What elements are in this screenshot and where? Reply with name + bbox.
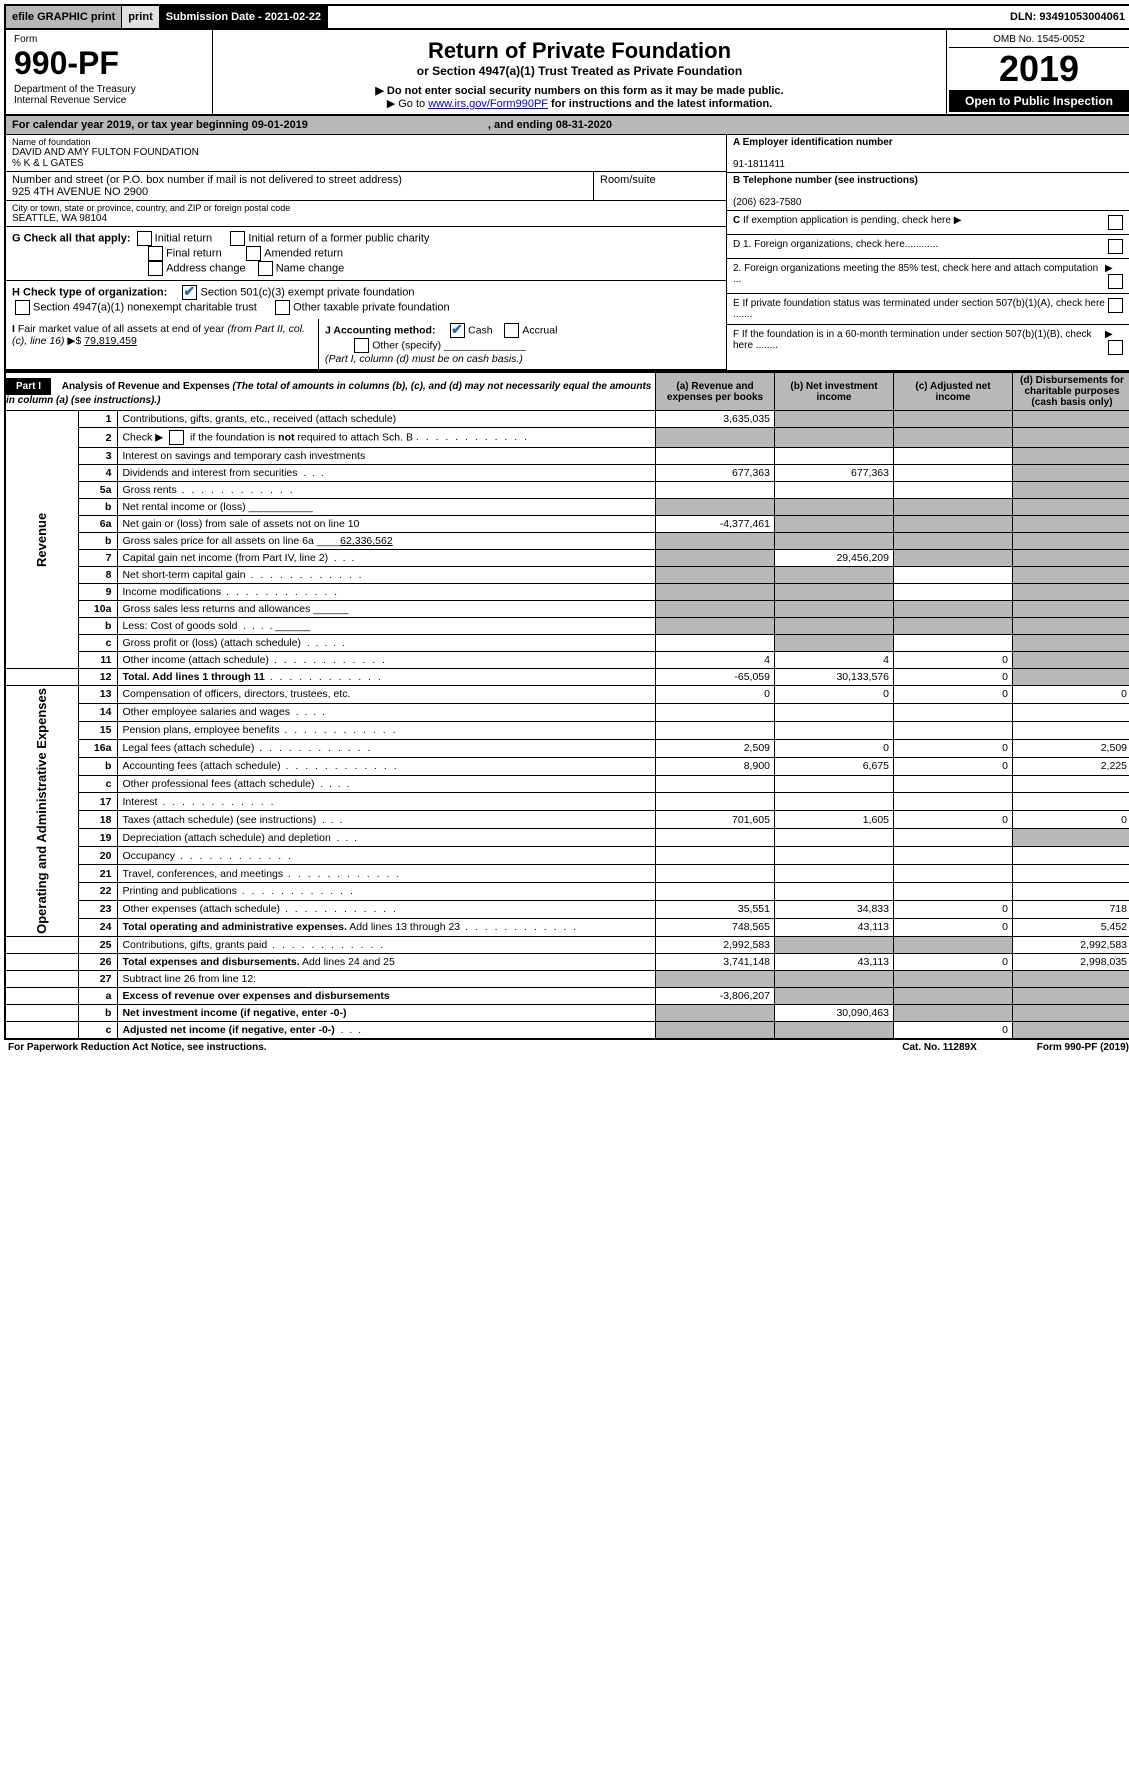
calendar-begin: For calendar year 2019, or tax year begi…: [12, 119, 308, 131]
address-change-checkbox[interactable]: [148, 261, 163, 276]
form-label: Form: [14, 34, 204, 45]
city: SEATTLE, WA 98104: [12, 213, 720, 224]
tax-year: 2019: [949, 48, 1129, 90]
b-label: B Telephone number (see instructions): [733, 175, 918, 186]
efile-label: efile GRAPHIC print: [6, 6, 122, 28]
part1-table: Part I Analysis of Revenue and Expenses …: [4, 372, 1129, 1040]
initial-return-checkbox[interactable]: [137, 231, 152, 246]
i-label: Fair market value of all assets at end o…: [12, 323, 305, 347]
e-label: E If private foundation status was termi…: [733, 298, 1105, 320]
submission-date: Submission Date - 2021-02-22: [160, 6, 328, 28]
top-bar: efile GRAPHIC print print Submission Dat…: [4, 4, 1129, 30]
cash-checkbox[interactable]: [450, 323, 465, 338]
c-checkbox[interactable]: [1108, 215, 1123, 230]
name-change-checkbox[interactable]: [258, 261, 273, 276]
j-note: (Part I, column (d) must be on cash basi…: [325, 353, 523, 365]
form-number: 990-PF: [14, 45, 204, 82]
d1-label: D 1. Foreign organizations, check here..…: [733, 239, 938, 254]
amended-return-checkbox[interactable]: [246, 246, 261, 261]
footer-left: For Paperwork Reduction Act Notice, see …: [8, 1042, 267, 1053]
accrual-checkbox[interactable]: [504, 323, 519, 338]
footer-right: Form 990-PF (2019): [1037, 1042, 1129, 1053]
i-value: 79,819,459: [84, 335, 137, 347]
instr-2: ▶ Go to www.irs.gov/Form990PF for instru…: [217, 97, 942, 110]
footer: For Paperwork Reduction Act Notice, see …: [4, 1040, 1129, 1055]
street-label: Number and street (or P.O. box number if…: [12, 174, 587, 186]
room-label: Room/suite: [600, 174, 720, 186]
sec4947-checkbox[interactable]: [15, 300, 30, 315]
revenue-sidebar: Revenue: [5, 411, 79, 669]
col-a-header: (a) Revenue and expenses per books: [656, 373, 775, 411]
calendar-end: , and ending 08-31-2020: [488, 119, 612, 131]
form-subtitle: or Section 4947(a)(1) Trust Treated as P…: [217, 64, 942, 78]
foundation-name: DAVID AND AMY FULTON FOUNDATION % K & L …: [12, 147, 720, 169]
d2-checkbox[interactable]: [1108, 274, 1123, 289]
initial-former-checkbox[interactable]: [230, 231, 245, 246]
a-label: A Employer identification number: [733, 137, 893, 148]
instr-1: ▶ Do not enter social security numbers o…: [217, 84, 942, 97]
c-label: If exemption application is pending, che…: [743, 215, 951, 226]
d2-label: 2. Foreign organizations meeting the 85%…: [733, 263, 1105, 289]
form-header: Form 990-PF Department of the Treasury I…: [4, 30, 1129, 116]
footer-mid: Cat. No. 11289X: [902, 1042, 976, 1053]
print-label[interactable]: print: [122, 6, 159, 28]
irs-link[interactable]: www.irs.gov/Form990PF: [428, 98, 548, 110]
phone: (206) 623-7580: [733, 197, 801, 208]
ein: 91-1811411: [733, 159, 785, 170]
f-checkbox[interactable]: [1108, 340, 1123, 355]
city-label: City or town, state or province, country…: [12, 203, 720, 213]
form-title: Return of Private Foundation: [217, 38, 942, 64]
d1-checkbox[interactable]: [1108, 239, 1123, 254]
other-specify-checkbox[interactable]: [354, 338, 369, 353]
e-checkbox[interactable]: [1108, 298, 1123, 313]
open-public: Open to Public Inspection: [949, 90, 1129, 112]
name-label: Name of foundation: [12, 137, 720, 147]
entity-block: For calendar year 2019, or tax year begi…: [4, 116, 1129, 372]
dept-label: Department of the Treasury Internal Reve…: [14, 84, 204, 106]
f-label: F If the foundation is in a 60-month ter…: [733, 329, 1105, 355]
sec501-checkbox[interactable]: [182, 285, 197, 300]
street: 925 4TH AVENUE NO 2900: [12, 186, 587, 198]
col-d-header: (d) Disbursements for charitable purpose…: [1013, 373, 1129, 411]
schb-checkbox[interactable]: [169, 430, 184, 445]
other-taxable-checkbox[interactable]: [275, 300, 290, 315]
omb-number: OMB No. 1545-0052: [949, 32, 1129, 48]
g-check-row: G Check all that apply: Initial return I…: [6, 227, 726, 281]
part1-header: Part I: [6, 378, 51, 395]
h-check-row: H Check type of organization: Section 50…: [6, 281, 726, 319]
dln: DLN: 93491053004061: [1004, 6, 1129, 28]
final-return-checkbox[interactable]: [148, 246, 163, 261]
col-c-header: (c) Adjusted net income: [894, 373, 1013, 411]
col-b-header: (b) Net investment income: [775, 373, 894, 411]
expenses-sidebar: Operating and Administrative Expenses: [5, 686, 79, 937]
